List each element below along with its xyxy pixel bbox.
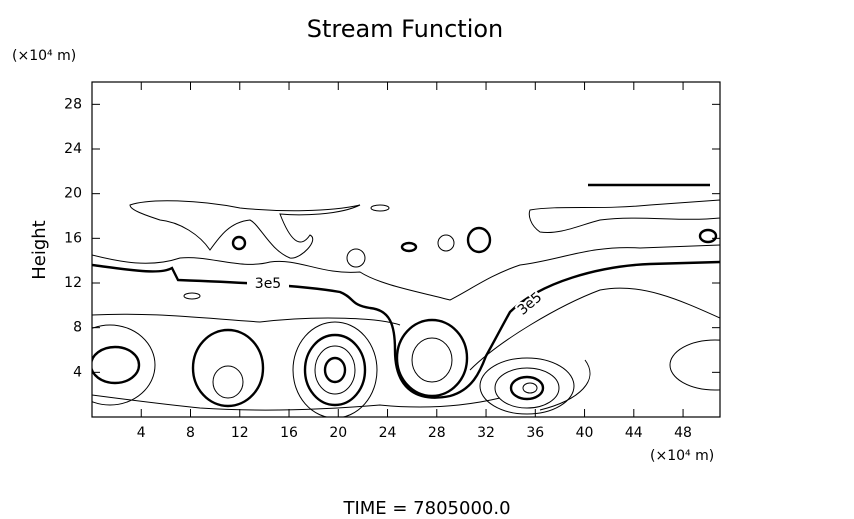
x-tick-label: 4 xyxy=(137,425,146,441)
label-bg xyxy=(247,275,289,293)
x-tick-label: 40 xyxy=(576,425,594,441)
contour-line xyxy=(92,287,720,371)
contour-line xyxy=(292,321,378,417)
contour-label: 3e5 xyxy=(255,276,281,292)
y-tick-label: 28 xyxy=(64,96,82,112)
y-tick-label: 12 xyxy=(64,275,82,291)
contour-line xyxy=(323,356,347,384)
contour-line xyxy=(669,339,720,391)
x-tick-label: 44 xyxy=(625,425,643,441)
y-axis-label: Height xyxy=(29,220,50,280)
contour-line xyxy=(92,244,720,301)
contour-line xyxy=(314,345,356,395)
y-tick-label: 8 xyxy=(73,320,82,336)
x-tick-label: 12 xyxy=(231,425,249,441)
contour-line xyxy=(400,241,418,253)
contour-line xyxy=(212,365,244,399)
contour-line xyxy=(437,234,455,252)
y-tick-label: 4 xyxy=(73,364,82,380)
contour-line xyxy=(698,228,718,244)
plot-frame xyxy=(91,81,721,418)
contour-line xyxy=(92,359,591,411)
contour-line xyxy=(231,235,247,251)
contour-line xyxy=(303,333,367,407)
contour-line xyxy=(129,200,361,259)
x-tick-label: 36 xyxy=(526,425,544,441)
contour-line xyxy=(509,375,545,401)
contour-line xyxy=(522,382,538,394)
contour-line xyxy=(528,199,720,234)
y-tick-label: 20 xyxy=(64,186,82,202)
contour-line xyxy=(395,318,469,398)
footer: TIME = 7805000.0 xyxy=(342,498,510,519)
contour-line xyxy=(479,357,575,415)
contour-line xyxy=(92,324,156,406)
contour-line xyxy=(92,345,141,385)
contour-line xyxy=(346,248,366,268)
x-tick-label: 28 xyxy=(428,425,446,441)
x-tick-label: 8 xyxy=(186,425,195,441)
y-tick-label: 24 xyxy=(64,141,82,157)
x-tick-label: 20 xyxy=(329,425,347,441)
contour-line xyxy=(494,367,560,409)
x-unit: (×10⁴ m) xyxy=(650,448,714,464)
contour-label: 3e5 xyxy=(515,289,546,318)
contour-line xyxy=(370,204,390,212)
x-tick-label: 48 xyxy=(674,425,692,441)
x-tick-label: 16 xyxy=(280,425,298,441)
chart-title: Stream Function xyxy=(307,15,504,43)
contour-line xyxy=(466,226,492,254)
contour-line xyxy=(183,292,201,300)
x-tick-label: 24 xyxy=(379,425,397,441)
x-tick-label: 32 xyxy=(477,425,495,441)
contours xyxy=(92,183,720,417)
contour-line xyxy=(92,260,720,399)
contour-line xyxy=(411,337,453,383)
y-unit: (×10⁴ m) xyxy=(12,48,76,64)
y-tick-label: 16 xyxy=(64,230,82,246)
contour-line xyxy=(191,328,265,408)
